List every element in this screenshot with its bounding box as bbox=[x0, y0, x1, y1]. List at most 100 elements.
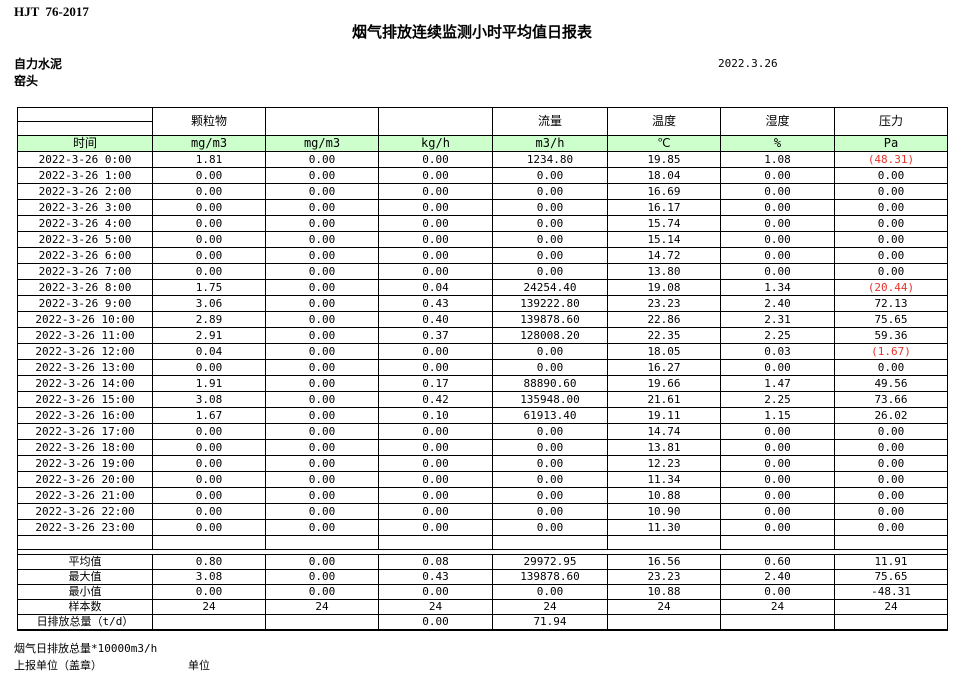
cell: 19.08 bbox=[607, 279, 721, 296]
spacer-section bbox=[17, 535, 948, 555]
cell: 16.69 bbox=[607, 183, 721, 200]
cell: 0.00 bbox=[834, 471, 948, 488]
cell: 0.00 bbox=[152, 199, 266, 216]
cell: 19.85 bbox=[607, 151, 721, 168]
cell: 24 bbox=[492, 599, 608, 615]
cell: 0.00 bbox=[834, 455, 948, 472]
cell: 0.00 bbox=[492, 183, 608, 200]
cell: 2022-3-26 7:00 bbox=[17, 263, 153, 280]
cell: 2022-3-26 16:00 bbox=[17, 407, 153, 424]
cell: 0.00 bbox=[265, 439, 379, 456]
cell bbox=[834, 614, 948, 631]
cell: 73.66 bbox=[834, 391, 948, 408]
cell: 0.00 bbox=[834, 439, 948, 456]
table-row: 2022-3-26 23:00 0.00 0.00 0.00 0.00 11.30 0.00… bbox=[17, 519, 948, 536]
cell: 10.88 bbox=[607, 584, 721, 600]
cell: 0.00 bbox=[378, 263, 493, 280]
cell: 139222.80 bbox=[492, 295, 608, 312]
cell: 135948.00 bbox=[492, 391, 608, 408]
cell: 1234.80 bbox=[492, 151, 608, 168]
cell: 0.00 bbox=[152, 471, 266, 488]
cell: 61913.40 bbox=[492, 407, 608, 424]
cell: 0.00 bbox=[265, 584, 379, 600]
cell: 2022-3-26 3:00 bbox=[17, 199, 153, 216]
cell: 2022-3-26 6:00 bbox=[17, 247, 153, 264]
unit-cell-m3h: m3/h bbox=[492, 135, 608, 152]
unit-cell-percent: % bbox=[720, 135, 835, 152]
cell: 2.25 bbox=[720, 391, 835, 408]
cell: 19.11 bbox=[607, 407, 721, 424]
cell: 0.00 bbox=[152, 263, 266, 280]
cell: 0.08 bbox=[378, 554, 493, 570]
cell: 0.00 bbox=[720, 519, 835, 536]
cell: 13.81 bbox=[607, 439, 721, 456]
cell: (1.67) bbox=[834, 343, 948, 360]
cell: 0.40 bbox=[378, 311, 493, 328]
cell: 2022-3-26 4:00 bbox=[17, 215, 153, 232]
table-row: 2022-3-26 9:00 3.06 0.00 0.43 139222.80 23.23… bbox=[17, 295, 948, 312]
cell: 0.00 bbox=[720, 455, 835, 472]
cell: 2022-3-26 18:00 bbox=[17, 439, 153, 456]
cell: 16.27 bbox=[607, 359, 721, 376]
table-row: 2022-3-26 4:00 0.00 0.00 0.00 0.00 15.74 0.00 0… bbox=[17, 215, 948, 232]
cell: 0.00 bbox=[265, 503, 379, 520]
cell: 0.00 bbox=[265, 183, 379, 200]
unit-cell-mgm3-b: mg/m3 bbox=[265, 135, 379, 152]
cell: 0.00 bbox=[378, 423, 493, 440]
cell: 0.00 bbox=[492, 584, 608, 600]
cell: 16.17 bbox=[607, 199, 721, 216]
cell: 23.23 bbox=[607, 295, 721, 312]
cell bbox=[720, 614, 835, 631]
cell: 0.00 bbox=[378, 487, 493, 504]
cell: 0.00 bbox=[720, 503, 835, 520]
cell: 0.04 bbox=[152, 343, 266, 360]
cell: 0.00 bbox=[720, 263, 835, 280]
units-row: 时间 mg/m3 mg/m3 kg/h m3/h ℃ % Pa bbox=[17, 135, 948, 152]
cell: 0.00 bbox=[834, 487, 948, 504]
cell: 0.00 bbox=[834, 183, 948, 200]
cell: 0.00 bbox=[265, 343, 379, 360]
cell: 11.91 bbox=[834, 554, 948, 570]
cell: 0.00 bbox=[265, 311, 379, 328]
cell: 2022-3-26 0:00 bbox=[17, 151, 153, 168]
cell: 2022-3-26 9:00 bbox=[17, 295, 153, 312]
table-row: 2022-3-26 5:00 0.00 0.00 0.00 0.00 15.14 0.00 0… bbox=[17, 231, 948, 248]
cell: 0.00 bbox=[152, 167, 266, 184]
cell: 0.80 bbox=[152, 554, 266, 570]
table-row: 2022-3-26 8:00 1.75 0.00 0.04 24254.40 19.08 1… bbox=[17, 279, 948, 296]
cell: 0.00 bbox=[378, 247, 493, 264]
table-row: 2022-3-26 20:00 0.00 0.00 0.00 0.00 11.34 0.00… bbox=[17, 471, 948, 488]
cell: 21.61 bbox=[607, 391, 721, 408]
cell: 26.02 bbox=[834, 407, 948, 424]
cell: 0.00 bbox=[834, 519, 948, 536]
unit-cell-time: 时间 bbox=[17, 135, 153, 152]
col-group-flow: 流量 bbox=[492, 107, 608, 136]
cell: 0.00 bbox=[265, 151, 379, 168]
cell: 75.65 bbox=[834, 311, 948, 328]
cell: 2022-3-26 23:00 bbox=[17, 519, 153, 536]
cell: 15.14 bbox=[607, 231, 721, 248]
summary-row: 样本数 24 24 24 24 24 24 24 bbox=[17, 599, 948, 615]
cell: 0.00 bbox=[720, 423, 835, 440]
cell: 0.00 bbox=[492, 343, 608, 360]
cell: 2022-3-26 20:00 bbox=[17, 471, 153, 488]
cell: 139878.60 bbox=[492, 569, 608, 585]
cell: 1.15 bbox=[720, 407, 835, 424]
blank-row bbox=[17, 535, 948, 550]
cell: 0.00 bbox=[720, 471, 835, 488]
cell: 18.05 bbox=[607, 343, 721, 360]
cell: 2.31 bbox=[720, 311, 835, 328]
col-group-temperature: 温度 bbox=[607, 107, 721, 136]
unit-cell-celsius: ℃ bbox=[607, 135, 721, 152]
cell: 0.00 bbox=[265, 359, 379, 376]
station-name: 窑头 bbox=[14, 74, 39, 88]
cell: 16.56 bbox=[607, 554, 721, 570]
col-group-blank-2 bbox=[378, 107, 493, 136]
cell: 0.00 bbox=[720, 199, 835, 216]
cell: 0.00 bbox=[265, 455, 379, 472]
cell: 0.00 bbox=[834, 503, 948, 520]
cell: 0.00 bbox=[265, 519, 379, 536]
cell: 75.65 bbox=[834, 569, 948, 585]
cell: 2022-3-26 22:00 bbox=[17, 503, 153, 520]
cell: 1.75 bbox=[152, 279, 266, 296]
